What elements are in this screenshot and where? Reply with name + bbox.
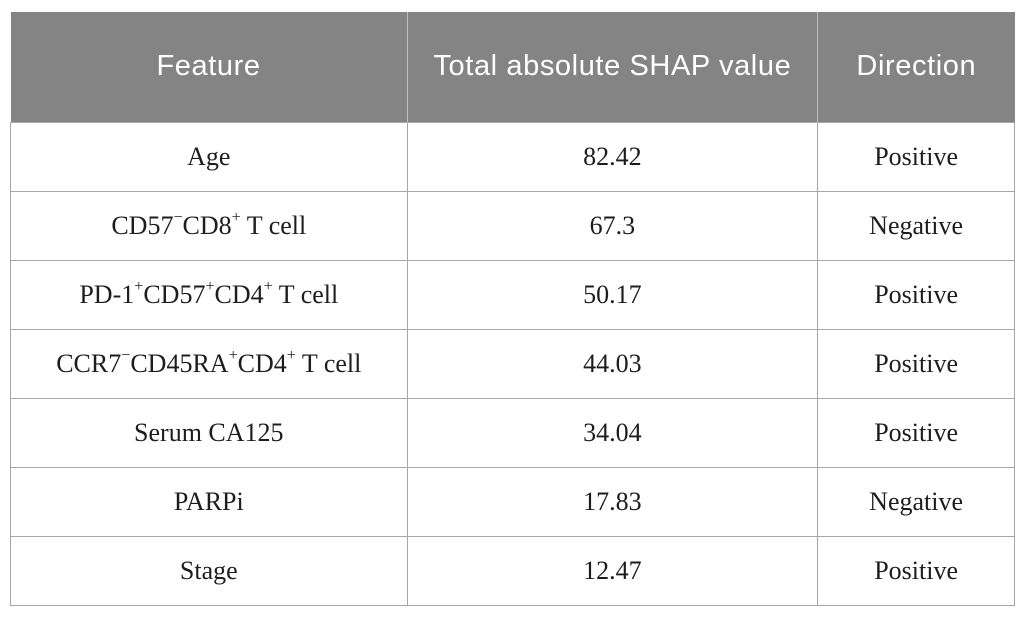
- feature-cell: Serum CA125: [10, 397, 408, 468]
- column-header-direction: Direction: [817, 12, 1015, 122]
- marker-superscript: +: [231, 208, 241, 226]
- direction-cell: Positive: [817, 259, 1015, 330]
- table-row: Serum CA125 34.04 Positive: [10, 397, 1015, 468]
- marker-superscript: +: [286, 346, 296, 364]
- feature-cell: CCR7−CD45RA+CD4+ T cell: [10, 328, 408, 399]
- feature-cell: CD57−CD8+ T cell: [10, 190, 408, 261]
- shap-value-cell: 67.3: [406, 190, 819, 261]
- marker-superscript: +: [263, 277, 273, 295]
- table-row: Age 82.42 Positive: [10, 121, 1015, 192]
- marker-superscript: −: [173, 208, 183, 226]
- direction-cell: Positive: [817, 121, 1015, 192]
- table-row: PARPi 17.83 Negative: [10, 466, 1015, 537]
- table-row: Stage 12.47 Positive: [10, 535, 1015, 606]
- direction-cell: Negative: [817, 190, 1015, 261]
- shap-value-cell: 82.42: [406, 121, 819, 192]
- shap-value-cell: 12.47: [406, 535, 819, 606]
- marker-superscript: +: [228, 346, 238, 364]
- direction-cell: Negative: [817, 466, 1015, 537]
- direction-cell: Positive: [817, 535, 1015, 606]
- direction-cell: Positive: [817, 397, 1015, 468]
- table-row: PD-1+CD57+CD4+ T cell 50.17 Positive: [10, 259, 1015, 330]
- table-body: Age 82.42 Positive CD57−CD8+ T cell 67.3 Nega…: [10, 121, 1015, 606]
- table-row: CD57−CD8+ T cell 67.3 Negative: [10, 190, 1015, 261]
- feature-cell: PD-1+CD57+CD4+ T cell: [10, 259, 408, 330]
- feature-cell: PARPi: [10, 466, 408, 537]
- shap-value-cell: 50.17: [406, 259, 819, 330]
- column-header-shap-value: Total absolute SHAP value: [406, 12, 818, 122]
- feature-cell: Age: [10, 121, 408, 192]
- marker-superscript: +: [205, 277, 215, 295]
- table-header-row: Feature Total absolute SHAP value Direct…: [10, 12, 1015, 122]
- shap-value-cell: 17.83: [406, 466, 819, 537]
- shap-feature-table: Feature Total absolute SHAP value Direct…: [10, 12, 1015, 606]
- column-header-feature: Feature: [10, 12, 408, 122]
- shap-value-cell: 34.04: [406, 397, 819, 468]
- table-row: CCR7−CD45RA+CD4+ T cell 44.03 Positive: [10, 328, 1015, 399]
- shap-value-cell: 44.03: [406, 328, 819, 399]
- marker-superscript: +: [134, 277, 144, 295]
- marker-superscript: −: [121, 346, 131, 364]
- feature-cell: Stage: [10, 535, 408, 606]
- direction-cell: Positive: [817, 328, 1015, 399]
